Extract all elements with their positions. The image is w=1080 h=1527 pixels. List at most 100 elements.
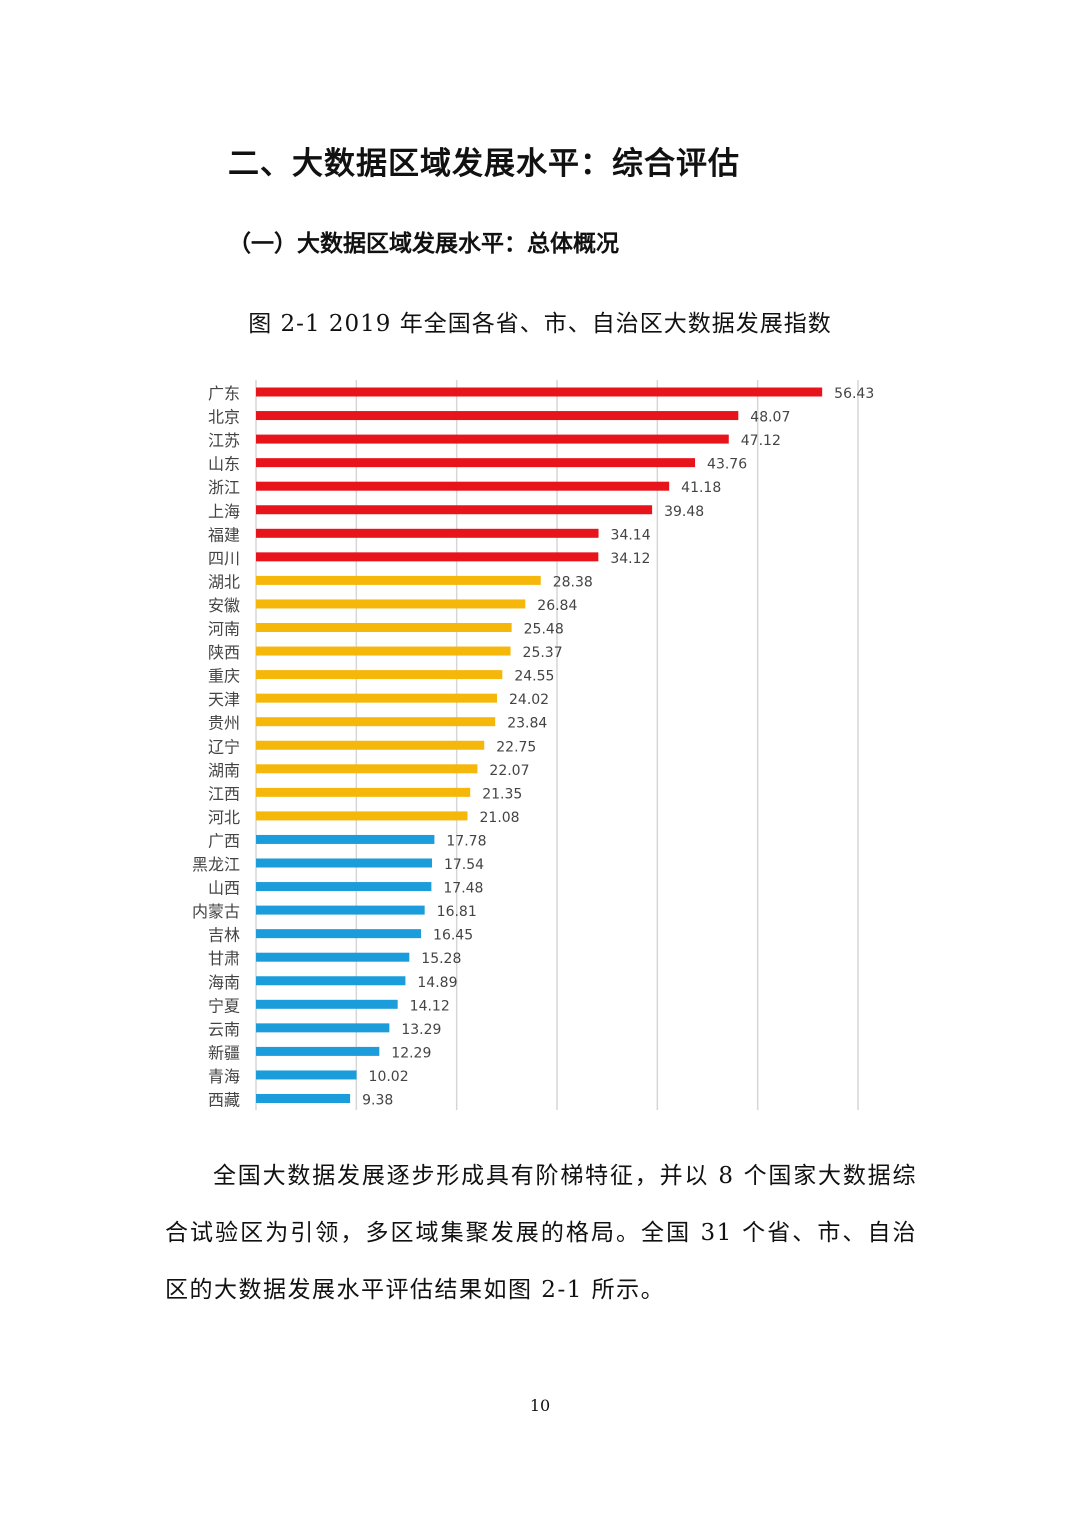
data-label: 41.18: [681, 480, 721, 496]
category-label: 福建: [208, 525, 240, 544]
category-label: 吉林: [208, 926, 240, 945]
bar: [256, 764, 478, 774]
category-label: 安徽: [208, 596, 240, 615]
figure-caption: 图 2-1 2019 年全国各省、市、自治区大数据发展指数: [248, 311, 832, 337]
data-label: 48.07: [750, 410, 790, 426]
category-label: 海南: [208, 973, 240, 992]
data-label: 25.48: [524, 622, 564, 638]
data-label: 16.45: [433, 928, 473, 944]
data-label: 10.02: [369, 1069, 409, 1085]
data-label: 43.76: [707, 457, 747, 473]
category-label: 宁夏: [208, 996, 240, 1015]
category-label: 重庆: [208, 667, 240, 686]
bar: [256, 740, 485, 750]
category-label: 西藏: [208, 1091, 240, 1110]
bar: [256, 434, 729, 444]
data-label: 15.28: [421, 951, 461, 967]
bar: [256, 929, 422, 939]
category-label: 广东: [208, 384, 240, 403]
category-label: 湖南: [208, 761, 240, 780]
data-label: 39.48: [664, 504, 704, 520]
data-label: 9.38: [362, 1093, 393, 1109]
bar: [256, 528, 599, 538]
category-label: 江苏: [208, 431, 240, 450]
bar: [256, 858, 432, 868]
category-label: 江西: [208, 784, 240, 803]
bar: [256, 1070, 357, 1080]
bar: [256, 623, 512, 632]
category-label: 辽宁: [208, 737, 240, 756]
data-label: 12.29: [391, 1045, 431, 1061]
category-label: 河北: [208, 808, 240, 827]
data-label: 47.12: [741, 433, 781, 449]
subsection-heading: （一）大数据区域发展水平：总体概况: [228, 231, 619, 257]
data-label: 16.81: [437, 904, 477, 920]
data-label: 17.78: [446, 833, 486, 849]
data-label: 24.55: [514, 669, 554, 685]
category-label: 新疆: [208, 1043, 240, 1062]
bar: [256, 1094, 351, 1103]
bar: [256, 693, 498, 703]
bar: [256, 717, 496, 727]
bar: [256, 481, 670, 491]
bar: [256, 646, 511, 656]
bar: [256, 882, 432, 892]
data-label: 21.08: [480, 810, 520, 826]
category-label: 四川: [208, 549, 240, 568]
bar: [256, 999, 398, 1009]
category-label: 内蒙古: [192, 902, 240, 921]
category-label: 青海: [208, 1067, 240, 1086]
bar: [256, 1023, 390, 1033]
data-label: 34.12: [610, 551, 650, 567]
bar: [256, 411, 739, 421]
data-label: 17.48: [443, 881, 483, 897]
body-paragraph: 全国大数据发展逐步形成具有阶梯特征，并以 8 个国家大数据综合试验区为引领，多区…: [165, 1163, 917, 1303]
data-label: 56.43: [834, 386, 874, 402]
bar: [256, 1046, 380, 1056]
bar: [256, 811, 468, 821]
data-label: 25.37: [523, 645, 563, 661]
bar: [256, 834, 435, 844]
category-label: 天津: [208, 690, 240, 709]
bar: [256, 670, 503, 680]
data-label: 14.89: [417, 975, 457, 991]
category-label: 山西: [208, 879, 240, 898]
category-label: 北京: [208, 408, 240, 427]
category-label: 浙江: [208, 478, 240, 497]
data-label: 22.07: [489, 763, 529, 779]
data-label: 28.38: [553, 574, 593, 590]
category-label: 上海: [208, 502, 240, 521]
category-label: 黑龙江: [192, 855, 240, 874]
data-label: 14.12: [410, 998, 450, 1014]
data-label: 21.35: [482, 786, 522, 802]
page-number: 10: [529, 1396, 551, 1415]
data-label: 23.84: [507, 716, 547, 732]
category-label: 河南: [208, 620, 240, 639]
bar: [256, 575, 541, 585]
bar: [256, 552, 599, 562]
section-heading: 二、大数据区域发展水平：综合评估: [228, 146, 740, 182]
data-label: 24.02: [509, 692, 549, 708]
bar: [256, 599, 526, 609]
bar: [256, 787, 471, 797]
bar: [256, 505, 653, 515]
bar: [256, 905, 425, 915]
data-label: 26.84: [537, 598, 577, 614]
category-label: 云南: [208, 1020, 240, 1039]
category-label: 陕西: [208, 643, 240, 662]
bar: [256, 952, 410, 962]
category-label: 贵州: [208, 714, 240, 733]
category-label: 湖北: [208, 572, 240, 591]
data-label: 22.75: [496, 739, 536, 755]
data-label: 13.29: [401, 1022, 441, 1038]
category-label: 山东: [208, 455, 240, 474]
bar: [256, 387, 823, 397]
bar: [256, 976, 406, 986]
data-label: 34.14: [611, 527, 651, 543]
category-label: 甘肃: [208, 949, 240, 968]
data-label: 17.54: [444, 857, 484, 873]
bar: [256, 458, 696, 468]
category-label: 广西: [208, 831, 240, 850]
